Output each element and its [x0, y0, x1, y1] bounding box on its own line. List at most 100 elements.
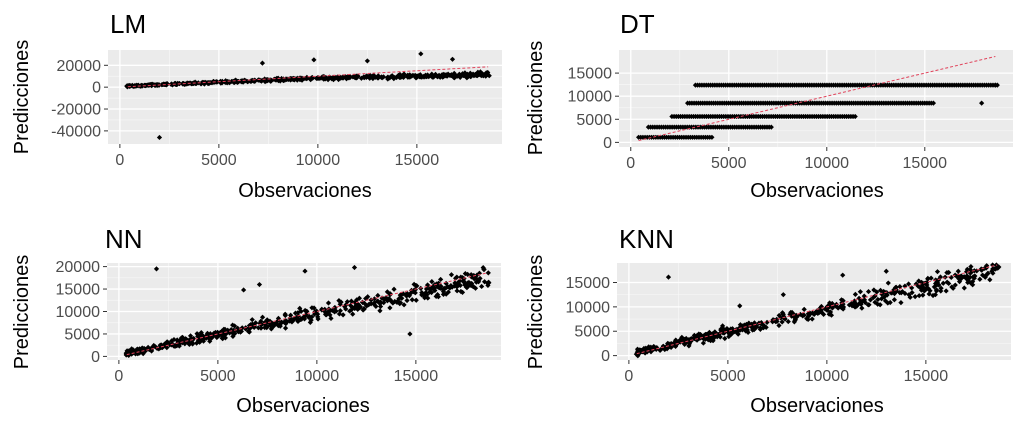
data-point	[809, 316, 815, 322]
data-point	[805, 311, 811, 317]
y-axis-ticks: 0 5000 10000 15000	[568, 66, 619, 152]
data-point	[913, 281, 919, 287]
data-point	[739, 323, 746, 329]
x-tick-label: 5000	[710, 368, 746, 385]
data-point	[660, 343, 666, 349]
data-point	[256, 77, 263, 83]
data-point	[964, 269, 970, 275]
data-point	[394, 299, 400, 306]
data-point	[431, 286, 437, 293]
data-point	[992, 82, 998, 88]
x-axis-label: Observaciones	[750, 395, 883, 417]
data-point	[925, 275, 931, 281]
x-axis-label: Observaciones	[750, 180, 883, 202]
data-point	[347, 308, 353, 314]
x-tick-label: 15000	[903, 155, 948, 172]
data-point	[990, 270, 996, 276]
data-point	[763, 324, 769, 330]
data-point	[651, 343, 657, 350]
data-point	[253, 320, 259, 326]
data-point	[758, 319, 764, 326]
data-point	[987, 277, 993, 283]
data-point	[126, 349, 132, 355]
data-point	[761, 322, 767, 329]
data-point	[340, 312, 346, 318]
data-point	[882, 298, 889, 304]
data-point	[481, 267, 487, 273]
panel-lm: LM 0 5000 10000 15000 -40000 -20000 0 20000 Ob…	[11, 9, 502, 202]
data-point	[436, 72, 442, 78]
data-point	[364, 303, 370, 309]
data-point	[397, 292, 403, 298]
x-tick-label: 10000	[296, 152, 341, 169]
y-tick-label: 15000	[566, 275, 611, 292]
data-point	[219, 335, 225, 341]
data-point	[139, 83, 145, 89]
data-point	[924, 286, 930, 292]
x-tick-label: 10000	[805, 155, 850, 172]
data-point	[191, 335, 197, 342]
data-point	[282, 312, 288, 319]
data-point	[691, 332, 697, 338]
data-point	[872, 299, 878, 305]
data-point	[883, 268, 889, 274]
data-point	[720, 329, 726, 335]
data-point	[645, 347, 651, 353]
data-point	[214, 332, 220, 338]
data-point	[703, 331, 709, 337]
data-point	[246, 328, 252, 335]
data-point	[182, 341, 188, 347]
data-point	[875, 296, 881, 303]
y-axis-label: Predicciones	[525, 41, 547, 156]
data-point	[273, 320, 279, 327]
data-point	[304, 308, 310, 314]
data-point	[222, 327, 228, 334]
data-point	[371, 300, 377, 306]
data-point	[856, 295, 862, 302]
data-point	[368, 297, 374, 303]
data-point	[281, 319, 287, 325]
data-point	[404, 297, 410, 304]
data-point	[256, 281, 263, 288]
data-points	[636, 82, 1000, 140]
data-point	[965, 279, 971, 286]
data-point	[125, 83, 131, 89]
data-point	[232, 331, 238, 337]
data-point	[992, 266, 999, 272]
data-point	[933, 287, 940, 293]
data-point	[946, 280, 952, 287]
data-point	[247, 78, 253, 84]
data-point	[262, 324, 268, 331]
data-point	[879, 291, 885, 297]
data-point	[826, 311, 832, 317]
data-point	[343, 306, 349, 312]
reference-line	[126, 272, 488, 356]
data-point	[311, 57, 317, 63]
data-point	[963, 275, 969, 282]
data-point	[429, 279, 435, 285]
data-point	[298, 308, 304, 314]
data-point	[342, 74, 349, 80]
data-point	[414, 74, 420, 80]
data-point	[207, 338, 213, 344]
data-point	[485, 69, 491, 76]
data-point	[673, 343, 679, 349]
data-point	[367, 75, 373, 81]
data-point	[688, 338, 694, 344]
data-point	[455, 280, 461, 286]
data-point	[665, 274, 672, 280]
data-point	[180, 337, 187, 343]
data-point	[375, 298, 381, 304]
y-tick-label: 5000	[576, 112, 612, 129]
data-point	[694, 332, 700, 339]
data-point	[861, 293, 867, 299]
data-point	[366, 301, 372, 307]
data-point	[956, 275, 962, 282]
data-point	[916, 293, 922, 299]
data-point	[934, 269, 941, 275]
data-point	[718, 327, 724, 334]
data-point	[930, 292, 936, 299]
data-point	[909, 285, 915, 291]
data-point	[433, 73, 439, 79]
